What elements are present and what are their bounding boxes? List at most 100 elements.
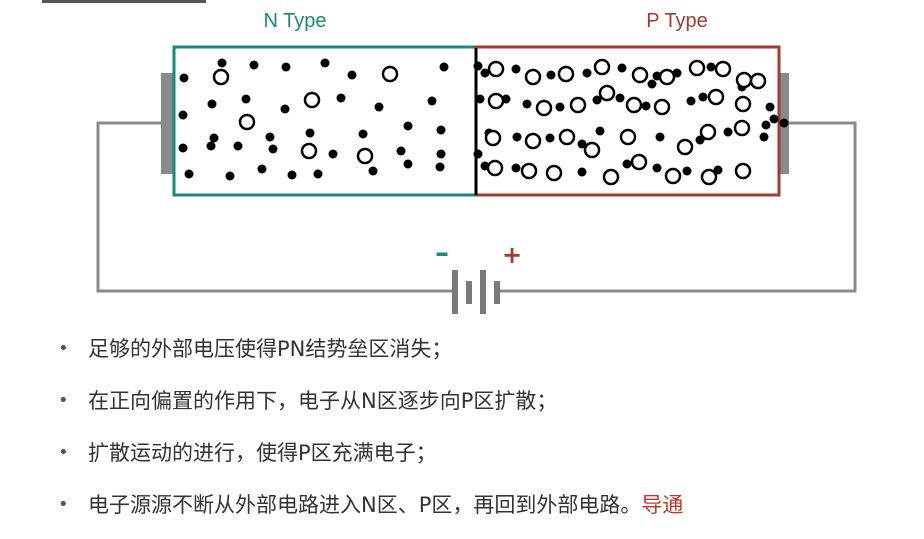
electron-dot [207, 99, 217, 109]
bullet-text: 足够的外部电压使得PN结势垒区消失； [88, 337, 453, 361]
p-type-label: P Type [646, 10, 708, 32]
electron-dot [473, 149, 483, 159]
electron-dot [225, 171, 235, 181]
electron-dot [313, 169, 323, 179]
bullet-list: • 足够的外部电压使得PN结势垒区消失； • 在正向偏置的作用下，电子从N区逐步向P… [58, 331, 683, 539]
electron-dot [595, 126, 605, 136]
electron-dot [374, 102, 384, 112]
battery-plus-sign: + [502, 241, 522, 269]
hole-circle [520, 162, 538, 180]
battery-minus-sign: – [435, 236, 449, 269]
electron-dot [233, 141, 243, 151]
electron-dot [436, 125, 446, 135]
hole-circle [700, 168, 718, 186]
hole-circle [630, 153, 648, 171]
hole-circle [238, 113, 256, 131]
electron-dot [698, 92, 708, 102]
electron-dot [268, 144, 278, 154]
electron-dot [546, 70, 556, 80]
electron-dot [287, 170, 297, 180]
bullet-item-3: • 扩散运动的进行，使得P区充满电子； [58, 435, 683, 487]
hole-circle [583, 141, 601, 159]
electron-dot [512, 132, 522, 142]
electron-dot [178, 143, 188, 153]
header-bar-fragment [42, 0, 206, 3]
electron-dot [577, 167, 587, 177]
electron-dot [265, 132, 275, 142]
electron-dot [582, 68, 592, 78]
electron-dot [617, 63, 627, 73]
bullet-text: 在正向偏置的作用下，电子从N区逐步向P区扩散； [88, 389, 558, 413]
electron-dot [713, 165, 723, 175]
electron-dot [511, 163, 521, 173]
electron-dot [280, 104, 290, 114]
electron-dot [257, 164, 267, 174]
electron-dot [179, 73, 189, 83]
hole-circle [356, 147, 374, 165]
electron-dot [480, 68, 490, 78]
hole-circle [484, 129, 502, 147]
bullet-dot: • [58, 390, 69, 411]
electron-dot [435, 162, 445, 172]
bullet-item-2: • 在正向偏置的作用下，电子从N区逐步向P区扩散； [58, 383, 683, 435]
bullet-dot: • [58, 442, 69, 463]
electron-dot [641, 101, 651, 111]
electron-dot [779, 118, 789, 128]
electron-dot [396, 146, 406, 156]
bullet-item-1: • 足够的外部电压使得PN结势垒区消失； [58, 331, 683, 383]
bullet-item-4: • 电子源源不断从外部电路进入N区、P区，再回到外部电路。导通 [58, 487, 683, 539]
electron-dot [475, 94, 485, 104]
battery-icon [452, 270, 500, 314]
hole-circle [735, 71, 753, 89]
electron-dot [358, 129, 368, 139]
hole-circle [303, 91, 321, 109]
electron-dot [522, 99, 532, 109]
electron-dot [328, 149, 338, 159]
electron-dot [706, 62, 716, 72]
electron-dot [241, 94, 251, 104]
hole-circle [524, 68, 542, 86]
hole-circle [658, 68, 676, 86]
electron-dot [184, 169, 194, 179]
n-type-label: N Type [264, 10, 327, 32]
electron-dot [403, 121, 413, 131]
p-region-carriers [473, 58, 789, 186]
hole-circle [734, 95, 752, 113]
hole-circle [486, 159, 504, 177]
electron-dot [652, 163, 662, 173]
electron-dot [305, 128, 315, 138]
hole-circle [535, 99, 553, 117]
left-contact [161, 73, 173, 174]
electron-dot [436, 149, 446, 159]
bullet-dot: • [58, 338, 69, 359]
hole-circle [558, 128, 576, 146]
hole-circle [653, 98, 671, 116]
electron-dot [759, 132, 769, 142]
electron-dot [473, 61, 483, 71]
electron-dot [347, 70, 357, 80]
hole-circle [631, 66, 649, 84]
external-circuit-wire-right [497, 121, 857, 293]
conduction-highlight: 导通 [641, 493, 684, 517]
electron-dot [249, 60, 259, 70]
electron-dot [336, 93, 346, 103]
hole-circle [381, 65, 399, 83]
electron-dot [723, 127, 733, 137]
electron-dot [647, 79, 657, 89]
hole-circle [733, 119, 751, 137]
electron-dot [682, 166, 692, 176]
bullet-text: 电子源源不断从外部电路进入N区、P区，再回到外部电路。 [88, 493, 642, 517]
electron-dot [545, 133, 555, 143]
hole-circle [300, 142, 318, 160]
hole-circle [688, 59, 706, 77]
hole-circle [212, 68, 230, 86]
electron-dot [655, 132, 665, 142]
electron-dot [686, 96, 696, 106]
hole-circle [749, 72, 767, 90]
hole-circle [569, 96, 587, 114]
hole-circle [676, 138, 694, 156]
hole-circle [734, 162, 752, 180]
pn-junction-diagram: N Type P Type – + [42, 0, 857, 314]
hole-circle [699, 123, 717, 141]
hole-circle [602, 168, 620, 186]
